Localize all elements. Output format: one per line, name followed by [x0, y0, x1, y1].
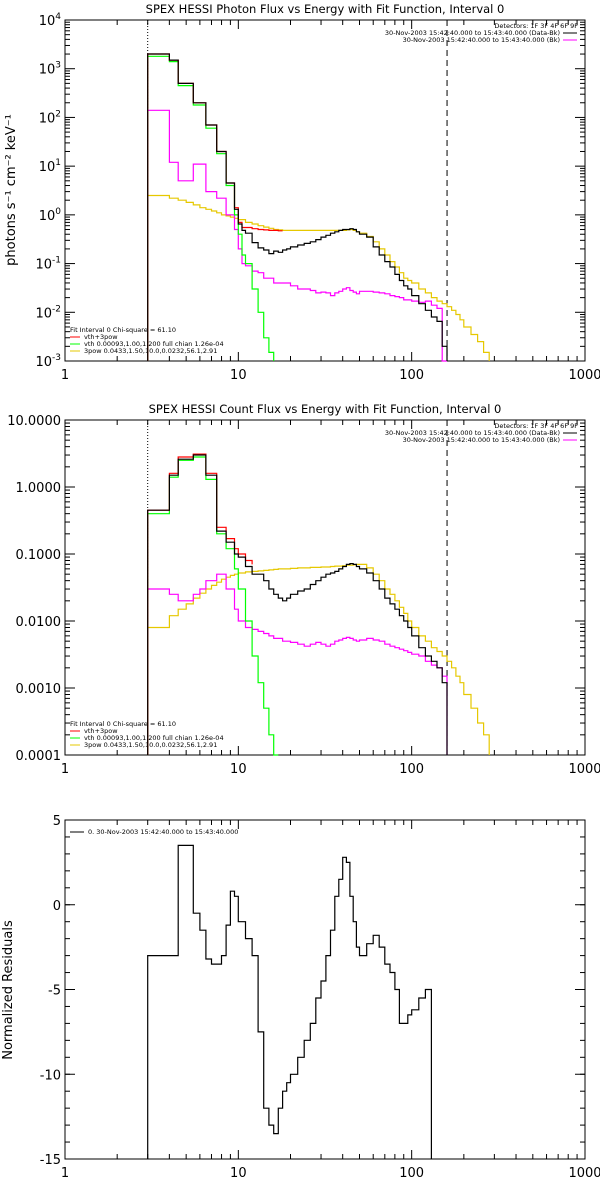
residuals-xtick-label: 100	[399, 1166, 424, 1181]
residuals-legend-label: 0. 30-Nov-2003 15:42:40.000 to 15:43:40.…	[88, 828, 238, 836]
photon-ytick-label: 101	[39, 158, 61, 175]
count-axes-frame	[64, 419, 586, 756]
photon-ytick-label: 104	[39, 12, 62, 29]
count-series-line	[147, 453, 253, 755]
count-legend-data-bk: 30-Nov-2003 15:42:40.000 to 15:43:40.000…	[385, 429, 560, 437]
residuals-ytick-label: -15	[40, 1153, 61, 1168]
count-legend-top: Detectors: 1F 3F 4F 6F 9F 30-Nov-2003 15…	[385, 422, 578, 444]
count-xtick-label: 10	[230, 762, 247, 777]
count-plot-title: SPEX HESSI Count Flux vs Energy with Fit…	[149, 402, 502, 416]
count-flux-plot: SPEX HESSI Count Flux vs Energy with Fit…	[7, 402, 600, 777]
photon-series-line	[147, 194, 490, 361]
count-legend-vth3pow: vth+3pow	[84, 727, 118, 735]
photon-legend-3pow: 3pow 0.0433,1.50,10.0,0.0232,56.1,2.91	[84, 347, 217, 355]
photon-ytick-label: 10-1	[35, 256, 61, 273]
residuals-xtick-label: 10	[230, 1166, 247, 1181]
count-series-line	[147, 573, 448, 755]
photon-ytick-label: 10-3	[35, 353, 61, 370]
count-series-line	[147, 563, 490, 755]
residuals-legend: 0. 30-Nov-2003 15:42:40.000 to 15:43:40.…	[70, 828, 238, 836]
count-ytick-label: 0.0001	[16, 749, 62, 764]
photon-legend-vth3pow: vth+3pow	[84, 333, 118, 341]
count-ytick-label: 1.0000	[16, 481, 62, 496]
photon-legend-data-bk: 30-Nov-2003 15:42:40.000 to 15:43:40.000…	[385, 29, 560, 37]
photon-legend-top: Detectors: 1F 3F 4F 6F 9F 30-Nov-2003 15…	[385, 22, 578, 44]
photon-flux-plot: SPEX HESSI Photon Flux vs Energy with Fi…	[4, 2, 600, 383]
count-legend-fit: Fit Interval 0 Chi-square = 61.10	[70, 720, 176, 728]
residuals-ytick-label: 0	[53, 899, 61, 914]
residuals-xtick-label: 1000	[568, 1166, 600, 1181]
photon-legend-bottom: Fit Interval 0 Chi-square = 61.10 vth+3p…	[70, 326, 224, 355]
photon-ytick-label: 100	[39, 207, 62, 224]
photon-ytick-label: 102	[39, 109, 61, 126]
photon-axes-frame	[64, 19, 586, 362]
count-xtick-label: 1	[61, 762, 69, 777]
photon-legend-bk: 30-Nov-2003 15:42:40.000 to 15:43:40.000…	[403, 36, 560, 44]
photon-series-line	[147, 55, 275, 361]
photon-series-line	[147, 53, 448, 361]
count-ytick-label: 0.0100	[16, 615, 62, 630]
photon-legend-detectors: Detectors: 1F 3F 4F 6F 9F	[494, 22, 578, 30]
count-xtick-label: 1000	[568, 762, 600, 777]
count-legend-bk: 30-Nov-2003 15:42:40.000 to 15:43:40.000…	[403, 436, 560, 444]
residuals-ytick-label: -5	[48, 984, 61, 999]
residuals-ytick-label: 5	[53, 814, 61, 829]
photon-xtick-label: 100	[399, 368, 424, 383]
residuals-ytick-label: -10	[40, 1068, 61, 1083]
count-legend-3pow: 3pow 0.0433,1.50,10.0,0.0232,56.1,2.91	[84, 741, 217, 749]
photon-xtick-label: 1	[61, 368, 69, 383]
residuals-plot-ylabel: Normalized Residuals	[1, 920, 16, 1060]
photon-legend-vth: vth 0.00093,1.00,1.200 full chian 1.26e-…	[84, 340, 224, 348]
count-legend-detectors: Detectors: 1F 3F 4F 6F 9F	[494, 422, 578, 430]
photon-plot-title: SPEX HESSI Photon Flux vs Energy with Fi…	[146, 2, 505, 16]
count-ytick-label: 0.1000	[16, 548, 62, 563]
photon-ytick-label: 10-2	[35, 304, 61, 321]
residuals-plot: Normalized Residuals 0. 30-Nov-2003 15:4…	[1, 814, 600, 1181]
count-series-line	[147, 454, 448, 755]
photon-legend-fit: Fit Interval 0 Chi-square = 61.10	[70, 326, 176, 334]
count-legend-bottom: Fit Interval 0 Chi-square = 61.10 vth+3p…	[70, 720, 224, 749]
photon-series-line	[147, 109, 447, 362]
count-legend-vth: vth 0.00093,1.00,1.200 full chian 1.26e-…	[84, 734, 224, 742]
photon-xtick-label: 1000	[568, 368, 600, 383]
photon-plot-ylabel: photons s⁻¹ cm⁻² keV⁻¹	[4, 114, 19, 266]
count-xtick-label: 100	[399, 762, 424, 777]
photon-ytick-label: 103	[39, 61, 61, 78]
residuals-series-line	[147, 844, 432, 1159]
photon-xtick-label: 10	[230, 368, 247, 383]
residuals-xtick-label: 1	[61, 1166, 69, 1181]
count-ytick-label: 0.0010	[16, 682, 62, 697]
count-ytick-label: 10.0000	[7, 414, 61, 429]
